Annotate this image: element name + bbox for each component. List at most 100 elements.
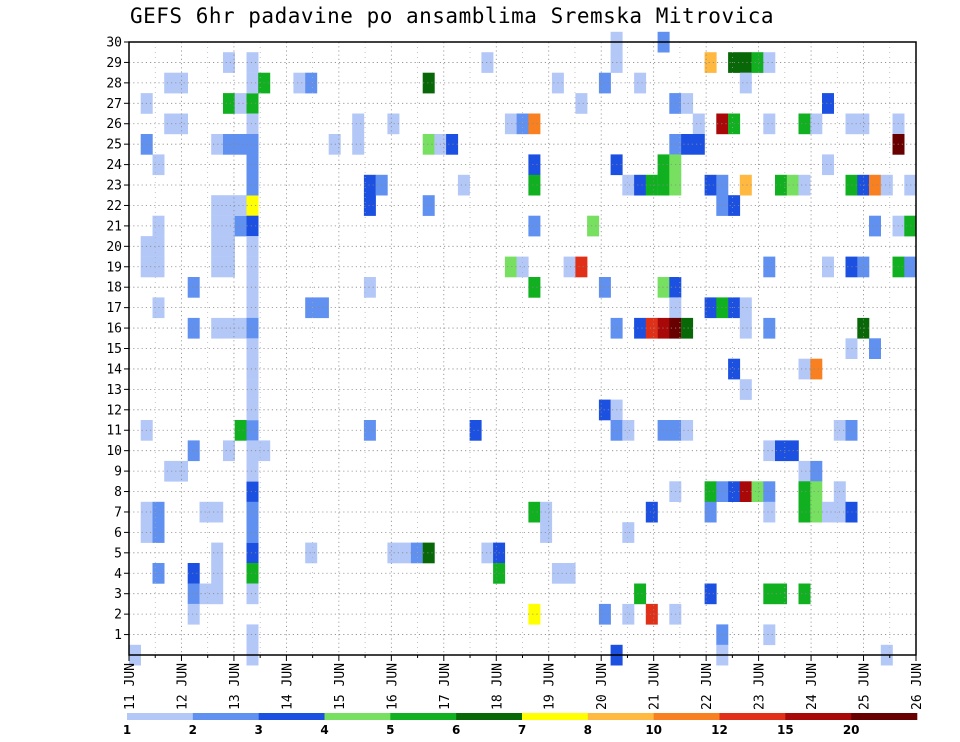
heatmap-cell — [869, 338, 881, 359]
y-tick-label: 23 — [106, 179, 122, 194]
heatmap-cell — [540, 522, 553, 543]
heatmap-cell — [681, 93, 694, 114]
heatmap-cell — [634, 174, 647, 196]
y-tick-label: 11 — [106, 424, 122, 439]
heatmap-cell — [657, 174, 670, 196]
heatmap-cell — [481, 52, 494, 73]
heatmap-cell — [857, 113, 870, 135]
x-tick-label: 26 JUN — [910, 663, 925, 710]
heatmap-cell — [176, 72, 188, 94]
heatmap-cell — [869, 174, 881, 196]
heatmap-cell — [692, 134, 705, 155]
heatmap-cell — [246, 624, 259, 646]
y-tick-label: 24 — [106, 158, 122, 173]
heatmap-cell — [246, 317, 259, 339]
x-tick-label: 24 JUN — [805, 663, 820, 710]
x-tick-label: 20 JUN — [595, 663, 610, 710]
y-tick-label: 4 — [114, 567, 122, 582]
x-tick-label: 23 JUN — [753, 663, 768, 710]
heatmap-cell — [763, 440, 776, 462]
y-tick-label: 5 — [114, 546, 122, 561]
heatmap-cell — [246, 399, 259, 421]
x-tick-label: 22 JUN — [700, 663, 715, 710]
heatmap-cell — [810, 358, 823, 380]
legend-swatch — [719, 713, 786, 720]
heatmap-cell — [481, 542, 494, 564]
heatmap-cell — [422, 195, 435, 216]
heatmap-cell — [223, 134, 235, 155]
heatmap-cell — [528, 215, 541, 237]
y-tick-label: 3 — [114, 587, 122, 602]
heatmap-cell — [223, 236, 235, 257]
heatmap-cell — [246, 358, 259, 380]
chart-title: GEFS 6hr padavine po ansamblima Sremska … — [130, 4, 775, 28]
heatmap-cell — [246, 379, 259, 400]
heatmap-cell — [798, 583, 811, 605]
y-axis: 1234567891011121314151617181920212223242… — [106, 36, 129, 643]
heatmap-cell — [528, 174, 541, 196]
heatmap-cell — [399, 542, 412, 564]
heatmap-cell — [246, 215, 259, 237]
y-tick-label: 20 — [106, 240, 122, 255]
legend-label: 5 — [386, 723, 394, 737]
heatmap-cell — [763, 256, 776, 278]
heatmap-cell — [363, 174, 376, 196]
heatmap-cell — [387, 542, 400, 564]
heatmap-cell — [751, 481, 764, 502]
y-tick-label: 15 — [106, 342, 122, 357]
heatmap-cell — [246, 501, 259, 523]
heatmap-cell — [822, 256, 834, 278]
heatmap-cell — [246, 338, 259, 359]
heatmap-cell — [634, 317, 647, 339]
heatmap-cell — [246, 154, 259, 176]
heatmap-cell — [657, 277, 670, 298]
x-tick-label: 21 JUN — [648, 663, 663, 710]
heatmap-cell — [246, 236, 259, 257]
heatmap-cell — [657, 317, 670, 339]
heatmap-cell — [763, 583, 776, 605]
heatmap-cell — [822, 154, 834, 176]
legend-swatch — [785, 713, 852, 720]
legend-label: 6 — [452, 723, 460, 737]
grid-lines — [129, 41, 916, 655]
legend-label: 15 — [777, 723, 794, 737]
heatmap-cell — [634, 583, 647, 605]
heatmap-cell — [410, 542, 423, 564]
heatmap-cell — [622, 522, 635, 543]
heatmap-cell — [422, 134, 435, 155]
heatmap-cell — [528, 603, 541, 625]
heatmap-cell — [598, 277, 611, 298]
heatmap-cell — [739, 174, 752, 196]
y-tick-label: 10 — [106, 444, 122, 459]
heatmap-cell — [187, 563, 200, 584]
heatmap-cell — [305, 297, 318, 319]
heatmap-cell — [234, 93, 247, 114]
heatmap-cell — [246, 583, 259, 605]
heatmap-cell — [798, 501, 811, 523]
heatmap-cell — [810, 460, 823, 482]
heatmap-cell — [246, 174, 259, 196]
heatmap-cell — [305, 542, 318, 564]
heatmap-cell — [622, 174, 635, 196]
y-tick-label: 30 — [106, 36, 122, 51]
heatmap-cell — [575, 93, 588, 114]
x-tick-label: 19 JUN — [543, 663, 558, 710]
heatmap-cell — [857, 256, 870, 278]
heatmap-cell — [164, 113, 177, 135]
x-tick-label: 12 JUN — [175, 663, 190, 710]
heatmap-cell — [739, 481, 752, 502]
heatmap-cell — [763, 52, 776, 73]
heatmap-cell — [305, 72, 318, 94]
x-tick-label: 13 JUN — [228, 663, 243, 710]
heatmap-cell — [422, 542, 435, 564]
heatmap-cell — [246, 134, 259, 155]
heatmap-cell — [622, 603, 635, 625]
heatmap-cell — [810, 501, 823, 523]
heatmap-cell — [176, 113, 188, 135]
heatmap-cell — [187, 603, 200, 625]
legend-swatch — [851, 713, 918, 720]
heatmap-cell — [681, 317, 694, 339]
heatmap-cell — [293, 72, 306, 94]
heatmap-cell — [363, 420, 376, 441]
heatmap-cell — [187, 317, 200, 339]
